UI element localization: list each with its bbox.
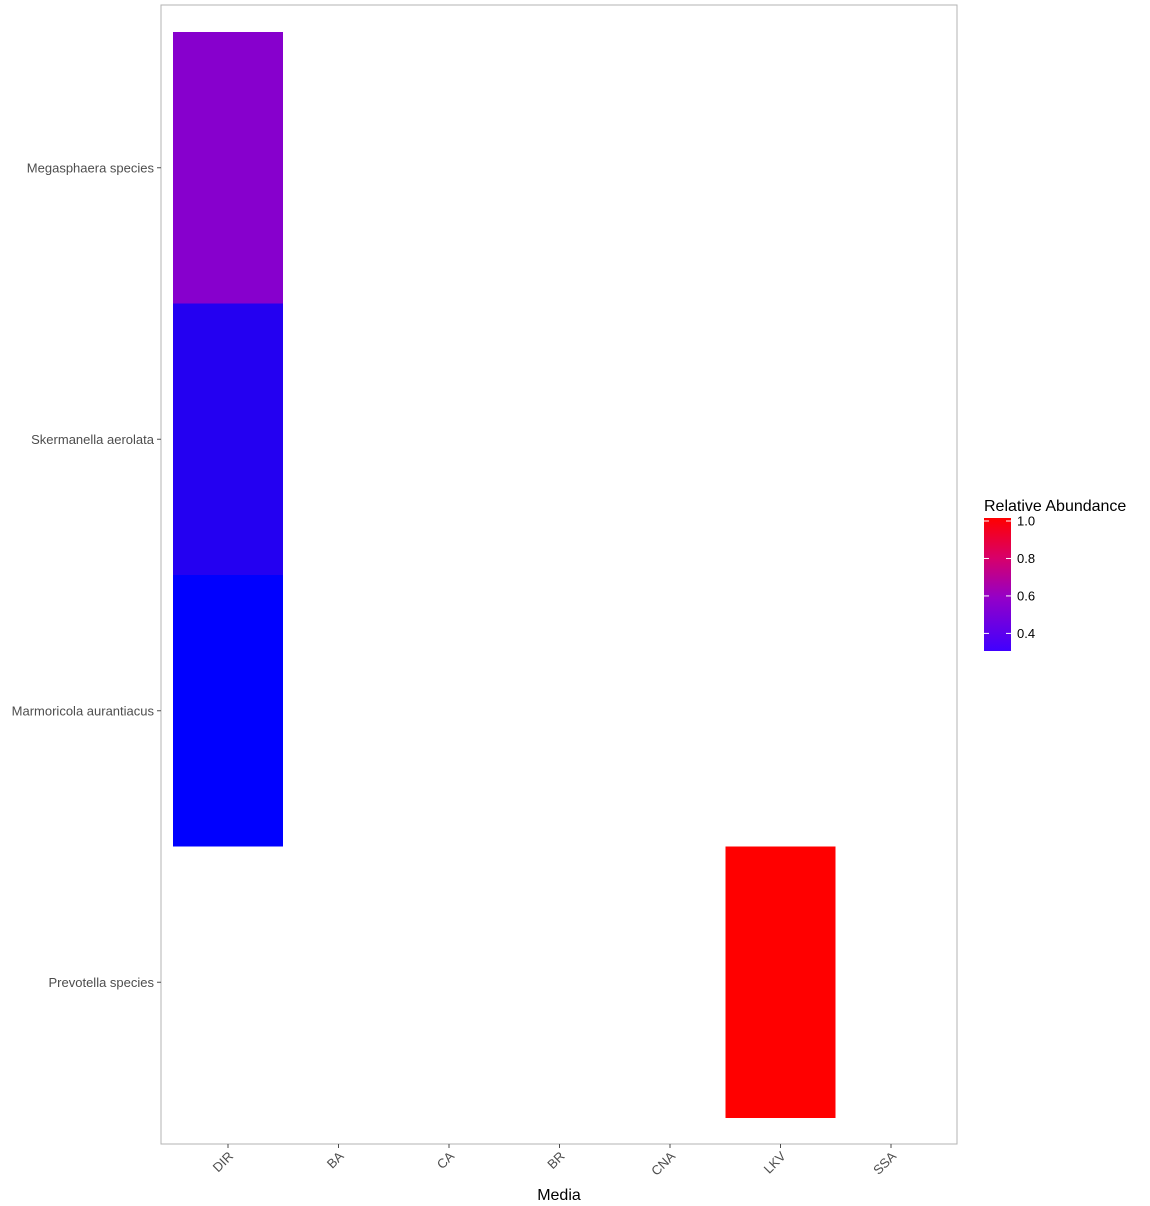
- x-tick-label: LKV: [761, 1148, 789, 1176]
- y-axis: Megasphaera species Skermanella aerolata M…: [12, 160, 161, 990]
- legend-title: Relative Abundance: [984, 498, 1126, 515]
- heatmap-cell-dir-2: [173, 575, 283, 847]
- heatmap-cell-dir-0: [173, 32, 283, 304]
- legend-tick-label: 1.0: [1017, 514, 1035, 529]
- x-axis: DIR BA CA BR CNA LKV SSA: [210, 1144, 899, 1179]
- y-tick-label: Marmoricola aurantiacus: [12, 703, 155, 718]
- legend-ticks: 1.0 0.8 0.6 0.4: [984, 514, 1035, 641]
- y-tick-label: Megasphaera species: [27, 160, 155, 175]
- legend-tick-label: 0.8: [1017, 551, 1035, 566]
- legend-tick-label: 0.6: [1017, 588, 1035, 603]
- legend-tick-label: 0.4: [1017, 626, 1035, 641]
- x-tick-label: SSA: [870, 1148, 899, 1177]
- x-tick-label: DIR: [210, 1149, 236, 1175]
- heatmap-cell-dir-1: [173, 303, 283, 575]
- x-tick-label: BR: [544, 1149, 567, 1172]
- y-tick-label: Prevotella species: [49, 975, 155, 990]
- heatmap-cell-lkv-3: [725, 846, 836, 1118]
- heatmap-cells: [173, 32, 836, 1118]
- x-axis-title: Media: [537, 1187, 581, 1204]
- x-tick-label: BA: [324, 1148, 347, 1171]
- legend-colorbar: [984, 518, 1011, 651]
- x-tick-label: CNA: [648, 1148, 678, 1178]
- legend: Relative Abundance 1.0 0.8 0.6 0.4: [984, 498, 1126, 651]
- y-tick-label: Skermanella aerolata: [31, 432, 155, 447]
- x-tick-label: CA: [434, 1148, 458, 1172]
